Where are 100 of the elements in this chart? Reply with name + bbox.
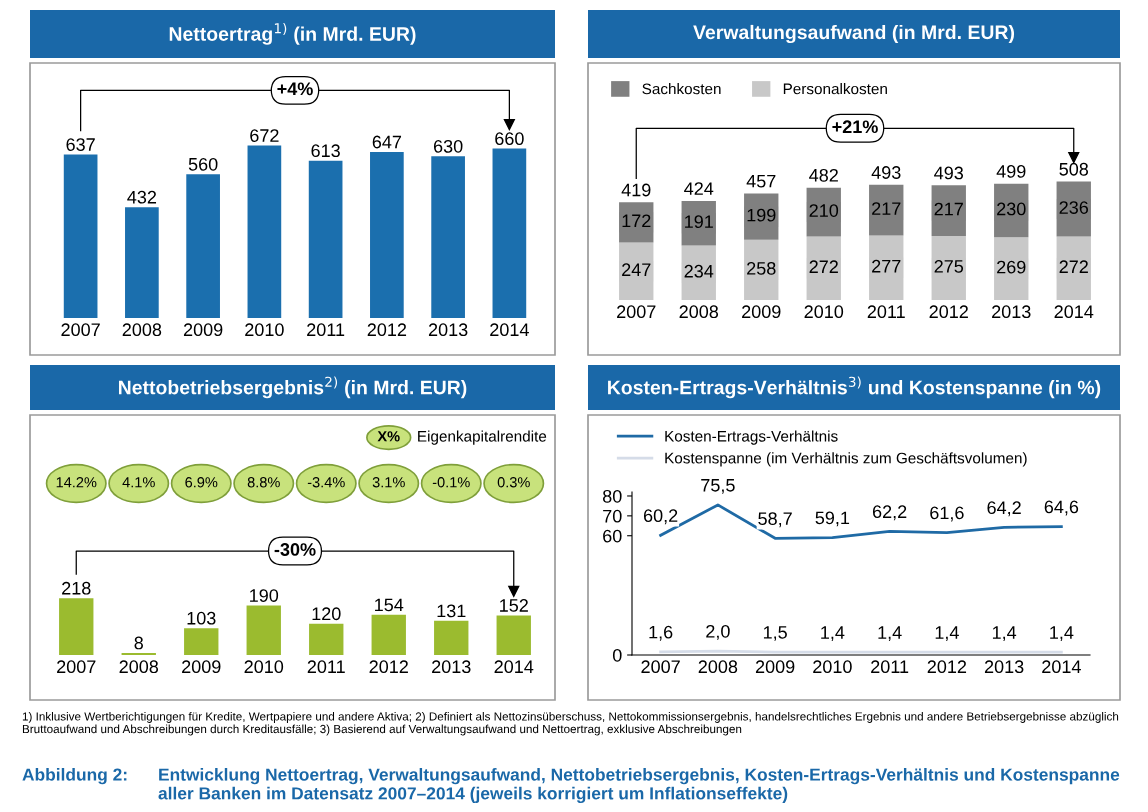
data-label: 0.3% bbox=[497, 477, 530, 488]
x-tick-label: 2014 bbox=[1054, 305, 1094, 319]
chart-title: Kosten-Ertrags-Verhältnis$^{3)}$ und Kostenspanne (in %) bbox=[608, 376, 1101, 399]
data-label: 64,6 bbox=[1044, 500, 1079, 516]
data-label: 1,4 bbox=[1050, 626, 1074, 642]
data-label: 210 bbox=[809, 204, 839, 217]
text: Entwicklung Nettoertrag, Verwaltungsaufwand, Nettobetriebsergebnis, Kosten-Ertrags-Verhältnis und Kostenspanne aller Banken im Datensatz 2007–2014 (jeweils korrigiert um Inflationseffekte) bbox=[158, 768, 1120, 804]
x-tick-label: 2008 bbox=[122, 323, 162, 337]
data-label: 6.9% bbox=[185, 477, 218, 488]
data-label: 8 bbox=[134, 636, 143, 650]
x-tick-label: 2012 bbox=[927, 660, 967, 674]
total-label: 499 bbox=[996, 164, 1026, 178]
data-label: 217 bbox=[872, 202, 901, 215]
x-tick-label: 2014 bbox=[494, 660, 534, 674]
y-tick-label: 60 bbox=[603, 529, 622, 543]
text: +21% bbox=[832, 120, 878, 134]
x-tick-label: 2007 bbox=[641, 660, 680, 674]
data-label: 560 bbox=[188, 157, 218, 171]
x-tick-label: 2009 bbox=[183, 323, 223, 337]
bar bbox=[434, 620, 469, 655]
data-label: 230 bbox=[997, 202, 1026, 216]
x-tick-label: 2014 bbox=[490, 323, 529, 337]
y-tick-label: 70 bbox=[603, 509, 622, 523]
text: X% bbox=[377, 431, 400, 442]
data-label: -3.4% bbox=[307, 477, 345, 488]
text: +4% bbox=[277, 82, 313, 96]
bar bbox=[184, 628, 219, 655]
x-tick-label: 2009 bbox=[755, 660, 795, 674]
legend-label: Eigenkapitalrendite bbox=[418, 430, 547, 445]
data-label: 672 bbox=[250, 129, 279, 142]
data-label: 4.1% bbox=[122, 477, 155, 488]
bar bbox=[308, 160, 343, 318]
data-label: 3.1% bbox=[372, 477, 405, 488]
chart-title: Nettoertrag$^{1)}$ (in Mrd. EUR) bbox=[169, 22, 416, 45]
data-label: -0.1% bbox=[432, 477, 470, 488]
text: 1) Inklusive Wertberichtigungen für Kredite, Wertpapiere und andere Aktiva; 2) Definiert als Nettozinsüberschuss, Nettokommissionsergebnis, handelsrechtliches Ergebnis und andere Betriebsergebnisse abzüglich Bruttoaufwand und Abschreibungen durch Kreditausfälle; 3) Basierend auf Verwaltungsaufwand und Nettoertrag, exklusive Abschreibungen bbox=[22, 712, 1119, 736]
bar bbox=[496, 615, 531, 655]
data-label: 2,0 bbox=[706, 624, 730, 640]
data-label: 236 bbox=[1059, 201, 1089, 214]
x-tick-label: 2011 bbox=[867, 305, 905, 319]
data-label: 630 bbox=[433, 139, 463, 153]
x-tick-label: 2007 bbox=[57, 660, 96, 674]
data-label: 637 bbox=[66, 138, 95, 151]
text: -30% bbox=[274, 543, 316, 556]
bar bbox=[125, 207, 159, 318]
data-label: 120 bbox=[312, 607, 341, 621]
total-label: 508 bbox=[1059, 162, 1089, 176]
bar bbox=[370, 151, 404, 318]
x-tick-label: 2012 bbox=[929, 305, 968, 319]
data-label: 14.2% bbox=[56, 477, 97, 488]
data-label: 75,5 bbox=[701, 479, 735, 494]
y-tick-label: 80 bbox=[602, 489, 622, 503]
x-tick-label: 2010 bbox=[804, 305, 844, 319]
x-tick-label: 2013 bbox=[984, 660, 1024, 674]
bar bbox=[59, 598, 94, 655]
data-label: 199 bbox=[747, 208, 776, 222]
x-tick-label: 2007 bbox=[61, 323, 100, 337]
data-label: 272 bbox=[809, 260, 838, 273]
x-tick-label: 2011 bbox=[307, 323, 345, 337]
text: Abbildung 2: bbox=[22, 768, 127, 785]
data-label: 613 bbox=[311, 144, 340, 158]
x-tick-label: 2012 bbox=[367, 323, 407, 337]
data-label: 60,2 bbox=[643, 509, 678, 525]
data-label: 152 bbox=[500, 599, 528, 612]
data-label: 247 bbox=[622, 263, 651, 276]
data-label: 62,2 bbox=[872, 505, 907, 521]
data-label: 154 bbox=[375, 598, 404, 612]
total-label: 493 bbox=[871, 166, 901, 179]
x-tick-label: 2008 bbox=[698, 660, 738, 674]
x-tick-label: 2013 bbox=[992, 305, 1031, 319]
bar bbox=[186, 174, 220, 318]
y-tick-label: 0 bbox=[612, 648, 622, 662]
data-label: 103 bbox=[187, 611, 216, 625]
x-tick-label: 2008 bbox=[679, 305, 719, 319]
data-label: 131 bbox=[437, 604, 466, 618]
x-tick-label: 2013 bbox=[428, 323, 468, 337]
data-label: 647 bbox=[372, 135, 402, 149]
data-label: 218 bbox=[62, 581, 91, 595]
data-label: 1,6 bbox=[649, 625, 673, 641]
data-label: 1,5 bbox=[763, 626, 787, 641]
data-label: 660 bbox=[495, 132, 524, 146]
bar bbox=[63, 154, 98, 318]
chart-title: Verwaltungsaufwand (in Mrd. EUR) bbox=[693, 24, 1015, 44]
data-label: 8.8% bbox=[247, 477, 280, 488]
x-tick-label: 2011 bbox=[307, 660, 345, 674]
data-label: 272 bbox=[1059, 260, 1088, 273]
bar bbox=[492, 148, 527, 318]
total-label: 457 bbox=[746, 174, 776, 188]
x-tick-label: 2010 bbox=[245, 323, 284, 337]
data-label: 217 bbox=[934, 202, 963, 216]
text: Nettobetriebsergebnis$^{2)}$ (in Mrd. EUR) bbox=[118, 376, 467, 399]
x-tick-label: 2010 bbox=[244, 660, 284, 674]
bar bbox=[371, 614, 406, 655]
data-label: 58,7 bbox=[758, 512, 792, 528]
data-label: 269 bbox=[997, 260, 1026, 274]
data-label: 275 bbox=[934, 260, 964, 273]
x-tick-label: 2011 bbox=[871, 660, 909, 674]
x-tick-label: 2009 bbox=[742, 305, 781, 319]
data-label: 432 bbox=[127, 190, 157, 204]
data-label: 1,4 bbox=[821, 626, 845, 642]
